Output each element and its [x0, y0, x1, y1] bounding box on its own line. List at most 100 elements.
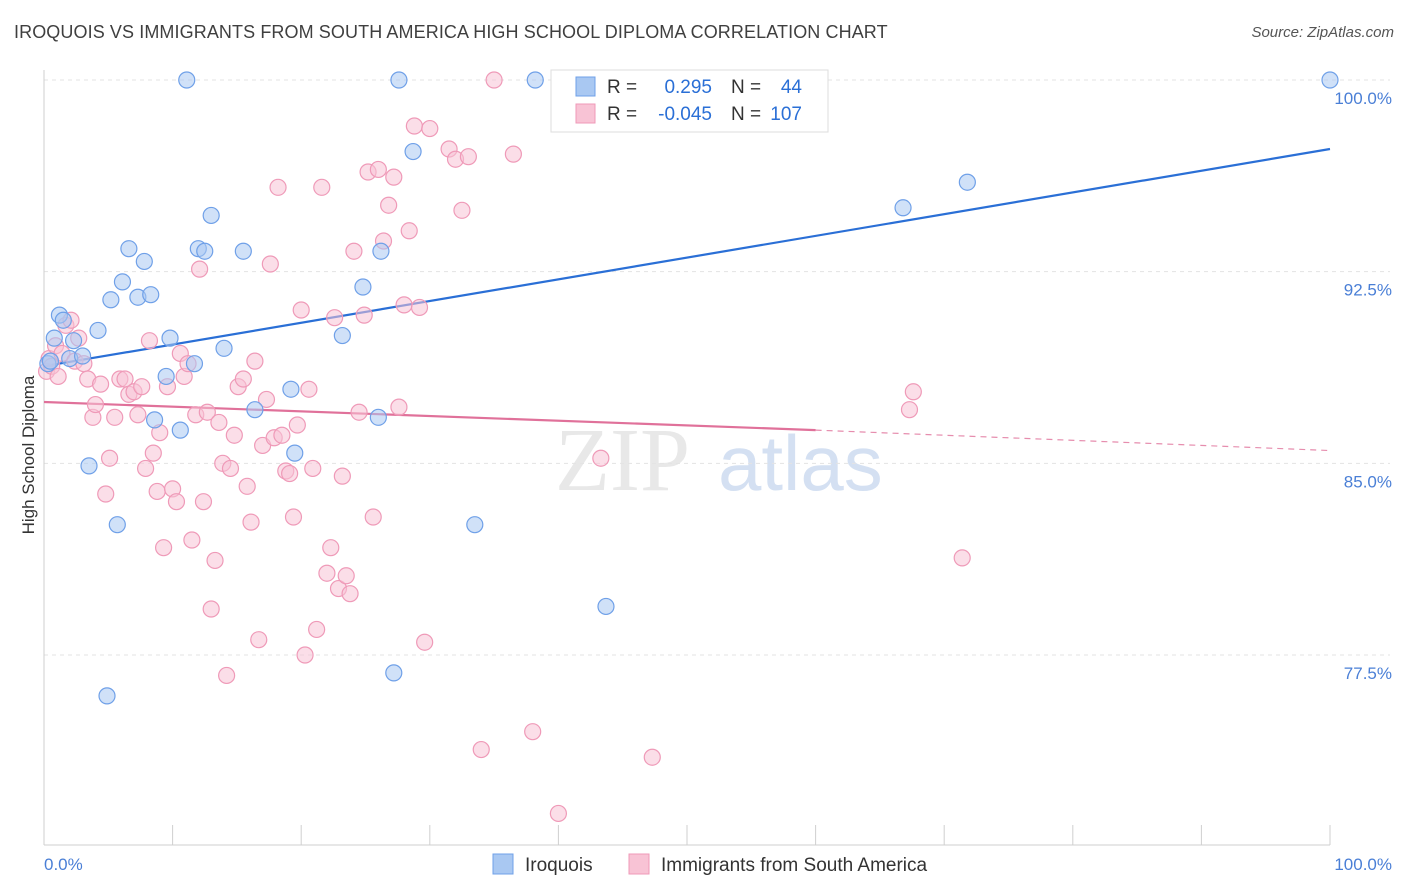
immigrant-point-17: [106, 408, 124, 426]
iroquois-point-19: [161, 329, 179, 347]
iroquois-point-29: [282, 380, 300, 398]
immigrant-point-26: [144, 444, 162, 462]
immigrant-point-13: [86, 395, 105, 414]
stats-legend: R = 0.295 N = 44 R = -0.045 N = 107: [550, 69, 829, 133]
immigrant-point-51: [242, 513, 260, 531]
immigrant-point-32: [167, 493, 186, 511]
immigrant-point-39: [194, 493, 213, 511]
iroquois-point-44: [385, 664, 403, 682]
legend-r-label-1: R =: [607, 77, 637, 98]
immigrant-point-16: [100, 449, 119, 467]
immigrant-point-69: [313, 178, 331, 196]
iroquois-point-17: [145, 411, 164, 429]
immigrant-point-56: [261, 255, 279, 273]
iroquois-point-7: [73, 347, 92, 365]
iroquois-point-8: [80, 457, 98, 475]
immigrant-point-52: [246, 352, 264, 370]
immigrant-point-49: [234, 370, 252, 388]
iroquois-point-33: [369, 408, 387, 426]
immigrant-point-41: [202, 600, 220, 618]
immigrant-point-62: [284, 508, 303, 526]
immigrant-point-104: [900, 401, 919, 419]
immigrant-point-53: [250, 631, 268, 649]
iroquois-point-31: [333, 326, 351, 345]
iroquois-point-24: [196, 242, 214, 260]
grid-lines: [44, 79, 1390, 656]
immigrant-point-25: [140, 332, 159, 350]
legend-r-value-2: -0.045: [658, 104, 712, 125]
iroquois-point-32: [354, 278, 372, 296]
immigrant-point-66: [300, 380, 318, 398]
iroquois-point-20: [171, 421, 189, 439]
y-tick-label-2: 85.0%: [1344, 472, 1392, 491]
iroquois-point-13: [120, 240, 138, 258]
immigrant-point-59: [273, 426, 291, 444]
bottom-label-immigrants: Immigrants from South America: [661, 855, 928, 876]
immigrant-point-77: [345, 242, 363, 260]
bottom-label-iroquois: Iroquois: [525, 855, 593, 876]
immigrant-point-38: [191, 260, 209, 278]
iroquois-point-11: [108, 516, 126, 534]
legend-n-value-1: 44: [781, 77, 803, 98]
immigrant-point-29: [154, 539, 173, 557]
immigrant-point-103: [643, 748, 661, 766]
iroquois-point-36: [404, 142, 422, 161]
iroquois-point-21: [178, 71, 196, 89]
immigrant-point-89: [405, 117, 423, 135]
data-points: [37, 71, 1339, 823]
trend-line-1: [43, 400, 816, 432]
immigrant-point-71: [322, 539, 340, 557]
immigrant-point-90: [410, 298, 429, 317]
legend-swatch-iroquois: [575, 76, 596, 97]
series-legend: Iroquois Immigrants from South America: [492, 853, 928, 876]
immigrant-point-64: [292, 301, 310, 319]
iroquois-point-41: [958, 173, 976, 191]
legend-r-value-1: 0.295: [664, 77, 712, 98]
axes: [43, 70, 1331, 846]
immigrant-point-55: [257, 390, 276, 409]
immigrant-point-45: [218, 666, 236, 685]
iroquois-point-12: [113, 273, 132, 291]
immigrant-point-23: [133, 378, 151, 396]
watermark-zip: ZIP: [555, 411, 690, 510]
immigrant-point-84: [380, 196, 398, 214]
iroquois-point-28: [246, 401, 264, 419]
iroquois-point-39: [597, 597, 615, 616]
immigrant-point-68: [308, 620, 326, 639]
iroquois-point-35: [390, 71, 408, 89]
iroquois-point-22: [185, 355, 204, 373]
immigrant-point-82: [369, 160, 387, 179]
immigrant-point-81: [364, 508, 382, 526]
legend-n-value-2: 107: [770, 104, 802, 125]
x-tick-min: 0.0%: [44, 855, 83, 874]
immigrant-point-95: [453, 201, 471, 219]
immigrant-point-70: [318, 564, 336, 582]
immigrant-point-24: [136, 459, 155, 478]
y-tick-label-1: 92.5%: [1344, 281, 1392, 300]
immigrant-point-97: [472, 740, 490, 759]
immigrant-point-40: [198, 403, 216, 421]
immigrant-point-22: [129, 406, 147, 424]
legend-r-label-2: R =: [607, 104, 637, 125]
trend-line-0: [43, 147, 1331, 368]
immigrant-point-43: [210, 413, 228, 432]
iroquois-point-1: [41, 352, 60, 370]
iroquois-point-15: [135, 252, 153, 271]
y-tick-labels: 100.0% 92.5% 85.0% 77.5%: [1334, 89, 1392, 683]
immigrant-point-96: [459, 148, 477, 166]
iroquois-point-2: [45, 329, 63, 347]
immigrant-point-79: [355, 306, 373, 324]
trend-lines: [43, 147, 1331, 452]
trend-line-dashed-1: [815, 429, 1331, 452]
immigrant-point-72: [326, 309, 344, 327]
immigrant-point-58: [269, 178, 287, 196]
iroquois-point-30: [286, 444, 304, 462]
immigrant-point-106: [953, 549, 971, 567]
iroquois-point-40: [894, 199, 912, 217]
immigrant-point-85: [385, 168, 403, 186]
x-tick-max: 100.0%: [1334, 855, 1392, 874]
y-axis-label: High School Diploma: [19, 375, 38, 534]
iroquois-point-42: [1321, 71, 1339, 89]
immigrant-point-92: [421, 119, 439, 138]
